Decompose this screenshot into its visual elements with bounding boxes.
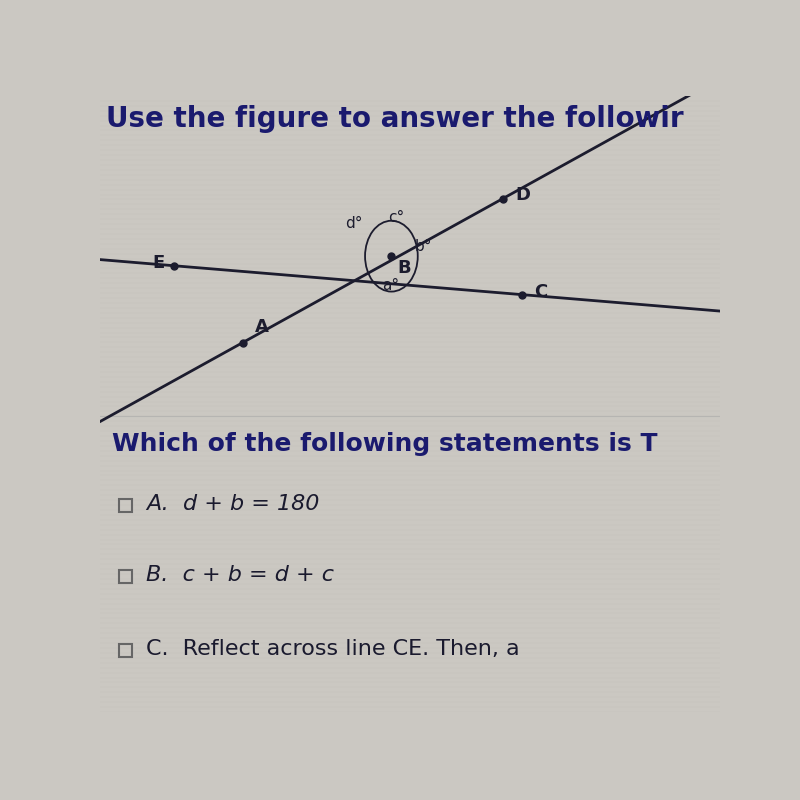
Bar [118, 499, 132, 513]
Text: B: B [398, 259, 411, 278]
Text: C: C [534, 282, 547, 301]
Bar [118, 644, 132, 657]
Text: Use the figure to answer the followir: Use the figure to answer the followir [106, 106, 684, 134]
Text: Which of the following statements is T: Which of the following statements is T [112, 432, 658, 456]
Bar [118, 570, 132, 583]
Text: A: A [255, 318, 269, 337]
Text: B.  c + b = d + c: B. c + b = d + c [146, 565, 334, 585]
Text: A.  d + b = 180: A. d + b = 180 [146, 494, 320, 514]
Text: b°: b° [415, 239, 433, 254]
Text: c°: c° [388, 210, 405, 226]
Text: D: D [515, 186, 530, 205]
Text: E: E [153, 254, 165, 272]
Text: d°: d° [345, 217, 362, 231]
Text: a°: a° [382, 278, 399, 293]
Text: C.  Reflect across line CE. Then, a: C. Reflect across line CE. Then, a [146, 638, 520, 658]
